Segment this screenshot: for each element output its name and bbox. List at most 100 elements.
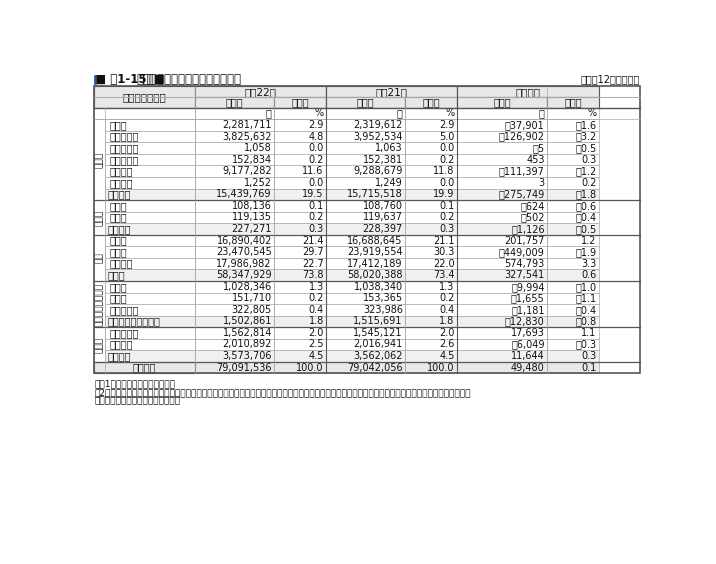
Bar <box>94 108 195 119</box>
Bar <box>195 212 274 223</box>
Bar <box>547 154 599 165</box>
Text: 小型二輪車: 小型二輪車 <box>110 328 139 338</box>
Bar <box>405 165 457 177</box>
Text: 注、1　国土交通省資料による。: 注、1 国土交通省資料による。 <box>94 380 175 389</box>
Bar <box>94 223 195 235</box>
Text: 2,281,711: 2,281,711 <box>223 120 272 130</box>
Bar <box>405 212 457 223</box>
Text: 小型車: 小型車 <box>110 247 127 257</box>
Bar <box>457 177 547 188</box>
Text: 用途別及び車種別自動車保有台数: 用途別及び車種別自動車保有台数 <box>137 73 242 86</box>
Bar <box>457 246 547 258</box>
Bar <box>274 119 326 131</box>
Bar <box>547 281 599 293</box>
Text: 22.7: 22.7 <box>302 259 324 268</box>
Text: 17,986,982: 17,986,982 <box>216 259 272 268</box>
Text: 1,058: 1,058 <box>244 143 272 153</box>
Text: －0.8: －0.8 <box>576 316 596 327</box>
Text: 2.6: 2.6 <box>440 340 455 350</box>
Bar <box>457 362 547 373</box>
Text: 0.1: 0.1 <box>581 363 596 373</box>
Text: 108,136: 108,136 <box>232 201 272 211</box>
Text: －126,902: －126,902 <box>498 131 545 142</box>
Text: 小型四輪車: 小型四輪車 <box>110 131 139 142</box>
Bar <box>547 246 599 258</box>
Text: 17,693: 17,693 <box>511 328 545 338</box>
Bar <box>94 258 195 270</box>
Bar <box>457 258 547 270</box>
Bar <box>326 119 405 131</box>
Text: 79,091,536: 79,091,536 <box>216 363 272 373</box>
Text: －0.4: －0.4 <box>576 213 596 222</box>
Bar <box>195 154 274 165</box>
Text: 1.2: 1.2 <box>581 236 596 245</box>
Bar <box>457 188 547 200</box>
Bar <box>274 200 326 212</box>
Text: 1,249: 1,249 <box>375 178 403 188</box>
Bar <box>405 293 457 304</box>
Bar <box>405 281 457 293</box>
Bar <box>405 246 457 258</box>
Bar <box>405 200 457 212</box>
Bar <box>457 212 547 223</box>
Bar <box>195 362 274 373</box>
Text: 二輪車: 二輪車 <box>95 337 104 352</box>
Bar <box>326 165 405 177</box>
Bar <box>547 304 599 316</box>
Bar <box>547 131 599 142</box>
Text: 増減数: 増減数 <box>493 98 511 108</box>
Text: 0.6: 0.6 <box>581 270 596 280</box>
Text: 19.9: 19.9 <box>433 190 455 199</box>
Bar <box>457 154 547 165</box>
Bar <box>274 212 326 223</box>
Text: 1,515,691: 1,515,691 <box>354 316 403 327</box>
Bar <box>547 235 599 246</box>
Text: －0.5: －0.5 <box>575 143 596 153</box>
Text: －9,994: －9,994 <box>511 282 545 292</box>
Bar <box>326 177 405 188</box>
Bar <box>94 293 195 304</box>
Bar <box>274 188 326 200</box>
Bar <box>405 316 457 327</box>
Bar <box>457 304 547 316</box>
Text: 201,757: 201,757 <box>504 236 545 245</box>
Text: ■ 第1-15表■: ■ 第1-15表■ <box>95 73 165 86</box>
Bar <box>457 327 547 339</box>
Text: 15,715,518: 15,715,518 <box>347 190 403 199</box>
Bar <box>94 165 195 177</box>
Text: 9,288,679: 9,288,679 <box>354 166 403 176</box>
Bar <box>195 304 274 316</box>
Text: 台　数: 台 数 <box>226 98 243 108</box>
Bar <box>547 350 599 362</box>
Text: 151,710: 151,710 <box>232 293 272 303</box>
Bar <box>274 258 326 270</box>
Bar <box>457 200 547 212</box>
Bar <box>457 98 547 108</box>
Text: 322,805: 322,805 <box>231 305 272 315</box>
Text: －0.4: －0.4 <box>576 305 596 315</box>
Bar <box>274 270 326 281</box>
Text: 0.4: 0.4 <box>309 305 324 315</box>
Text: 152,381: 152,381 <box>363 155 403 165</box>
Bar <box>195 165 274 177</box>
Text: 総　　計: 総 計 <box>133 363 156 373</box>
Text: 0.2: 0.2 <box>440 213 455 222</box>
Bar <box>547 188 599 200</box>
Text: －1.8: －1.8 <box>576 190 596 199</box>
Bar <box>274 339 326 350</box>
Text: 対前年比: 対前年比 <box>516 87 541 97</box>
Bar <box>274 154 326 165</box>
Bar <box>457 293 547 304</box>
Bar <box>405 223 457 235</box>
Text: 153,365: 153,365 <box>363 293 403 303</box>
Text: －6,049: －6,049 <box>511 340 545 350</box>
Text: 2,319,612: 2,319,612 <box>354 120 403 130</box>
Text: 1,028,346: 1,028,346 <box>223 282 272 292</box>
Bar <box>274 142 326 154</box>
Text: 軽四輪車: 軽四輪車 <box>110 259 133 268</box>
Bar <box>94 270 195 281</box>
Bar <box>326 212 405 223</box>
Text: 普通車: 普通車 <box>110 120 127 130</box>
Text: 453: 453 <box>526 155 545 165</box>
Bar <box>547 223 599 235</box>
